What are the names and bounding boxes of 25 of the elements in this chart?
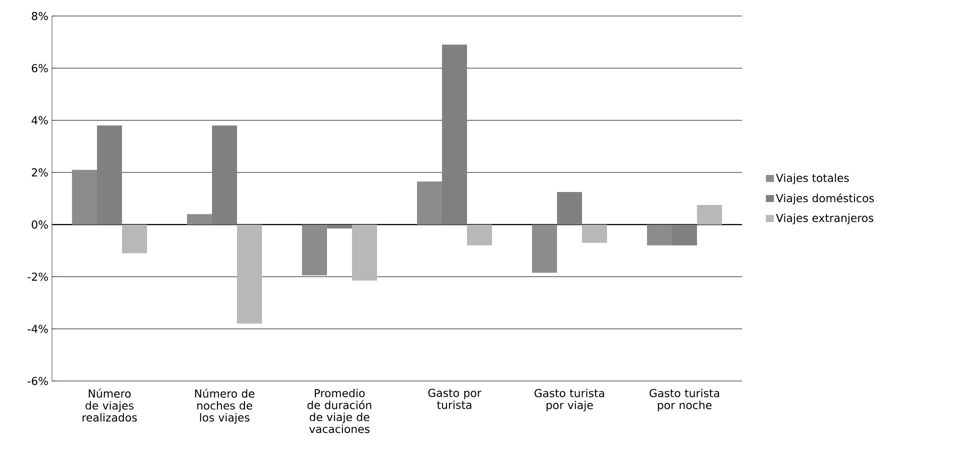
y-tick-label: 4% — [32, 116, 48, 124]
bar — [467, 224, 492, 246]
bar — [697, 205, 722, 225]
legend-label: Viajes extranjeros — [776, 214, 874, 224]
x-tick-label: Número de noches de los viajes — [195, 388, 254, 424]
x-tick-label: Número de viajes realizados — [82, 388, 137, 422]
legend-label: Viajes domésticos — [776, 193, 874, 204]
y-tick-label: -6% — [28, 376, 48, 386]
y-tick-label: -4% — [28, 324, 48, 333]
bar — [352, 224, 378, 281]
y-tick-label: 0% — [32, 220, 48, 229]
x-tick-label: Gasto por turista — [428, 388, 482, 410]
x-tick-label: Gasto turista por viaje — [534, 388, 604, 412]
bar — [122, 224, 147, 254]
bar — [557, 192, 582, 225]
y-tick-label: -2% — [28, 272, 48, 281]
y-tick-label: 8% — [32, 12, 48, 20]
bar — [582, 224, 608, 243]
y-tick-label: 6% — [32, 64, 48, 72]
x-tick-label: Gasto turista por noche — [650, 388, 720, 412]
bar — [237, 224, 262, 324]
x-tick-label: Promedio de duración de viaje de vacaciones — [308, 388, 372, 434]
y-tick-label: 2% — [32, 168, 48, 177]
bar — [532, 224, 558, 273]
legend-label: Viajes totales — [776, 174, 849, 184]
